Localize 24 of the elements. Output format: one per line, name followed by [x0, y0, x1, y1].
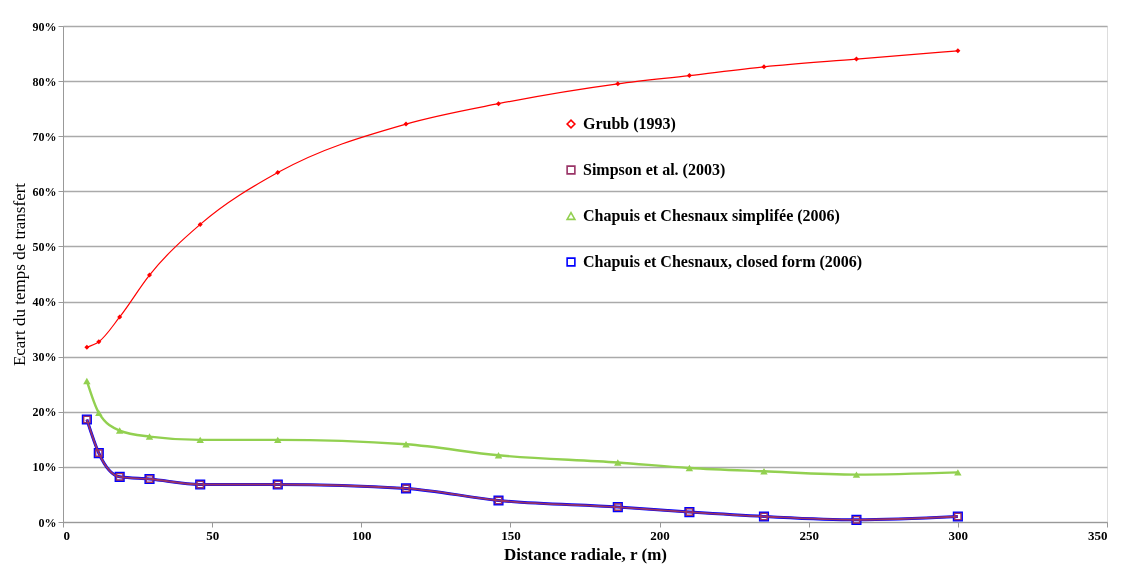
- y-tick-label: 40%: [32, 295, 57, 310]
- x-tick-label: 0: [63, 527, 70, 543]
- y-tick-label: 50%: [32, 239, 57, 254]
- x-tick-label: 350: [1088, 527, 1108, 543]
- y-tick-label: 20%: [32, 405, 57, 420]
- legend-label: Grubb (1993): [583, 115, 676, 133]
- x-tick-label: 300: [948, 527, 969, 543]
- x-tick-label: 150: [501, 527, 521, 543]
- y-tick-label: 0%: [38, 515, 57, 530]
- legend-label: Chapuis et Chesnaux, closed form (2006): [583, 253, 863, 271]
- y-tick-label: 70%: [32, 129, 57, 144]
- x-tick-label: 50: [206, 527, 220, 543]
- legend-label: Chapuis et Chesnaux simplifée (2006): [583, 207, 840, 225]
- legend-label: Simpson et al. (2003): [583, 161, 726, 179]
- y-tick-label: 60%: [32, 184, 57, 199]
- x-tick-label: 100: [352, 527, 372, 543]
- y-axis-title: Ecart du temps de transfert: [9, 182, 29, 367]
- x-axis-title: Distance radiale, r (m): [503, 544, 668, 564]
- y-tick-label: 90%: [32, 19, 57, 34]
- x-tick-label: 250: [799, 527, 819, 543]
- y-tick-label: 30%: [32, 350, 57, 365]
- x-tick-label: 200: [650, 527, 670, 543]
- y-tick-label: 80%: [32, 74, 57, 89]
- y-tick-label: 10%: [32, 460, 57, 475]
